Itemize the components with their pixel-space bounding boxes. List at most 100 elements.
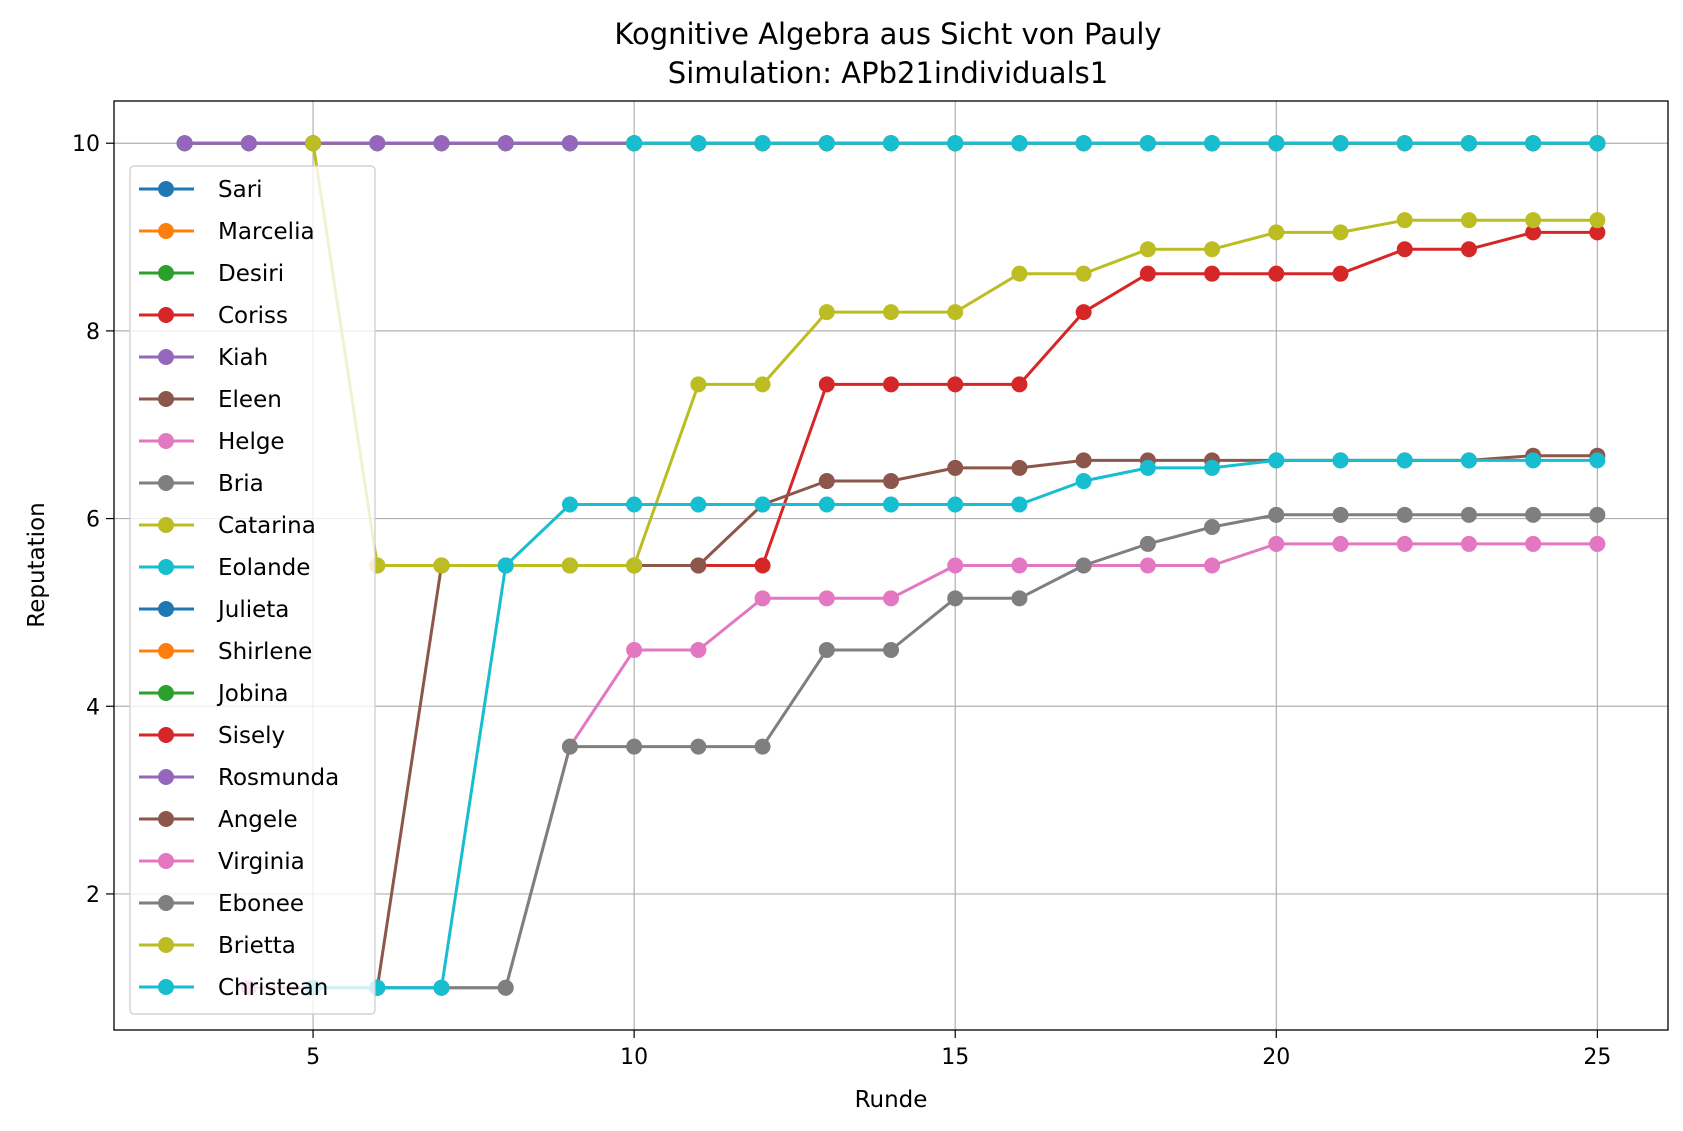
data-point <box>1332 224 1349 241</box>
data-point <box>1075 473 1092 490</box>
data-point <box>1075 304 1092 321</box>
legend-item: Jobina <box>139 681 289 707</box>
data-point <box>1139 535 1156 552</box>
legend-item: Ebonee <box>139 891 304 917</box>
data-point <box>1011 459 1028 476</box>
data-point <box>433 135 450 152</box>
data-point <box>1525 452 1542 469</box>
data-point <box>1011 557 1028 574</box>
legend-label: Shirlene <box>218 639 312 665</box>
legend-item: Angele <box>139 807 298 833</box>
legend-item: Eleen <box>139 387 282 413</box>
x-tick-label: 5 <box>306 1045 320 1070</box>
legend-marker <box>158 601 174 617</box>
data-point <box>883 590 899 607</box>
legend-item: Rosmunda <box>139 765 339 791</box>
data-point <box>883 473 899 490</box>
data-point <box>690 641 707 658</box>
data-point <box>1396 241 1413 258</box>
legend-marker <box>158 433 174 449</box>
legend-item: Coriss <box>139 303 288 329</box>
data-point <box>1589 212 1606 229</box>
legend-label: Kiah <box>218 345 268 371</box>
data-point <box>1460 452 1477 469</box>
legend-label: Bria <box>218 471 264 497</box>
legend-marker <box>158 391 174 407</box>
data-point <box>1332 135 1349 152</box>
data-point <box>1204 459 1221 476</box>
series-catarina <box>305 135 1606 574</box>
data-point <box>433 557 450 574</box>
x-tick-label: 15 <box>941 1045 969 1070</box>
data-point <box>561 557 578 574</box>
x-axis-label: Runde <box>855 1087 928 1113</box>
data-point <box>818 473 835 490</box>
legend-item: Julieta <box>139 597 289 623</box>
legend-marker <box>158 685 174 701</box>
data-point <box>1268 452 1285 469</box>
y-tick-label: 10 <box>72 132 100 157</box>
legend-item: Sisely <box>139 723 285 749</box>
x-tick-label: 25 <box>1583 1045 1611 1070</box>
data-point <box>754 376 771 393</box>
data-point <box>1011 590 1028 607</box>
data-point <box>883 641 899 658</box>
legend-item: Catarina <box>139 513 316 539</box>
data-point <box>305 135 322 152</box>
legend-marker <box>158 223 174 239</box>
data-point <box>947 557 964 574</box>
data-point <box>1589 452 1606 469</box>
legend-marker <box>158 475 174 491</box>
data-point <box>1396 535 1413 552</box>
data-point <box>1139 557 1156 574</box>
chart-title: Kognitive Algebra aus Sicht von Pauly <box>614 17 1161 51</box>
y-tick-label: 6 <box>86 508 100 533</box>
data-point <box>1139 135 1156 152</box>
legend-item: Desiri <box>139 261 284 287</box>
data-point <box>1396 212 1413 229</box>
legend-item: Brietta <box>139 933 296 959</box>
legend-label: Angele <box>218 807 298 833</box>
data-point <box>883 376 899 393</box>
data-point <box>626 496 643 513</box>
data-point <box>1332 265 1349 282</box>
legend-label: Rosmunda <box>218 765 339 791</box>
data-point <box>1332 535 1349 552</box>
data-point <box>561 135 578 152</box>
data-point <box>883 496 899 513</box>
data-point <box>818 135 835 152</box>
data-point <box>1396 506 1413 523</box>
data-point <box>947 135 964 152</box>
legend-label: Jobina <box>216 681 289 707</box>
legend-item: Sari <box>139 177 263 203</box>
legend-label: Ebonee <box>218 891 304 917</box>
data-point <box>818 376 835 393</box>
legend-label: Coriss <box>218 303 288 329</box>
legend-label: Desiri <box>218 261 284 287</box>
data-point <box>1139 459 1156 476</box>
data-point <box>1268 135 1285 152</box>
data-point <box>1589 506 1606 523</box>
data-point <box>1268 224 1285 241</box>
data-point <box>626 738 643 755</box>
y-tick-label: 2 <box>86 883 100 908</box>
data-point <box>1396 452 1413 469</box>
data-point <box>1075 265 1092 282</box>
data-point <box>818 304 835 321</box>
legend-label: Marcelia <box>218 219 315 245</box>
plot-frame <box>113 100 1669 1031</box>
legend-marker <box>158 727 174 743</box>
legend-label: Eolande <box>218 555 310 581</box>
data-point <box>690 557 707 574</box>
data-point <box>1332 452 1349 469</box>
data-point <box>1204 519 1221 536</box>
data-point <box>626 557 643 574</box>
data-point <box>626 135 643 152</box>
legend-marker <box>158 811 174 827</box>
data-point <box>947 459 964 476</box>
legend-marker <box>158 517 174 533</box>
data-point <box>1204 241 1221 258</box>
legend-item: Christean <box>139 975 328 1001</box>
legend-item: Bria <box>139 471 264 497</box>
data-point <box>754 135 771 152</box>
